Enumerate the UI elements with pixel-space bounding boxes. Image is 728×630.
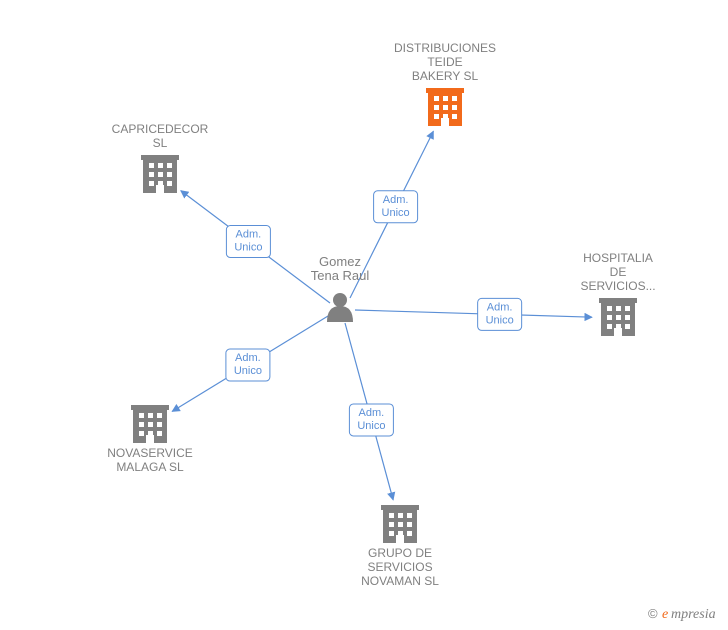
svg-text:Adm.: Adm. [236, 229, 262, 241]
svg-text:Adm.: Adm. [235, 352, 261, 364]
watermark: © empresia [648, 606, 716, 622]
edge-label-hospitalia: Adm.Unico [478, 298, 522, 330]
svg-text:Unico: Unico [382, 207, 410, 219]
svg-text:mpresia: mpresia [671, 607, 716, 622]
node-capricedecor[interactable]: CAPRICEDECORSL [112, 122, 209, 193]
node-label-line: TEIDE [427, 55, 462, 69]
svg-text:Unico: Unico [357, 420, 385, 432]
node-label-line: SL [153, 136, 168, 150]
edge-label-novaservice: Adm.Unico [226, 349, 270, 381]
svg-text:Adm.: Adm. [359, 407, 385, 419]
edge-hospitalia [355, 310, 592, 317]
edge-label-distribuciones: Adm.Unico [374, 191, 418, 223]
node-grupo[interactable]: GRUPO DESERVICIOSNOVAMAN SL [361, 505, 439, 588]
node-label-line: NOVAMAN SL [361, 574, 439, 588]
svg-text:©: © [648, 606, 658, 621]
building-icon [381, 505, 419, 543]
building-icon [131, 405, 169, 443]
building-icon [599, 298, 637, 336]
node-label-line: BAKERY SL [412, 69, 479, 83]
node-label-line: GRUPO DE [368, 546, 432, 560]
center-label-line: Tena Raul [311, 268, 370, 283]
node-label-line: SERVICIOS... [580, 279, 655, 293]
svg-text:e: e [662, 607, 668, 622]
building-icon [141, 155, 179, 193]
svg-text:Unico: Unico [234, 365, 262, 377]
node-label-line: MALAGA SL [116, 460, 184, 474]
node-label-line: DE [610, 265, 627, 279]
node-label-line: NOVASERVICE [107, 446, 193, 460]
svg-text:Unico: Unico [486, 314, 514, 326]
center-person: GomezTena Raul [311, 254, 370, 322]
node-distribuciones[interactable]: DISTRIBUCIONESTEIDEBAKERY SL [394, 41, 496, 126]
center-label-line: Gomez [319, 254, 361, 269]
node-novaservice[interactable]: NOVASERVICEMALAGA SL [107, 405, 193, 474]
svg-text:Adm.: Adm. [487, 301, 513, 313]
edges-layer: Adm.UnicoAdm.UnicoAdm.UnicoAdm.UnicoAdm.… [172, 131, 592, 500]
node-label-line: DISTRIBUCIONES [394, 41, 496, 55]
edge-label-capricedecor: Adm.Unico [226, 226, 270, 258]
node-hospitalia[interactable]: HOSPITALIADESERVICIOS... [580, 251, 655, 336]
node-label-line: SERVICIOS [367, 560, 432, 574]
network-diagram: Adm.UnicoAdm.UnicoAdm.UnicoAdm.UnicoAdm.… [0, 0, 728, 630]
svg-text:Unico: Unico [234, 242, 262, 254]
node-label-line: HOSPITALIA [583, 251, 653, 265]
svg-text:Adm.: Adm. [383, 194, 409, 206]
node-label-line: CAPRICEDECOR [112, 122, 209, 136]
edge-label-grupo: Adm.Unico [349, 404, 393, 436]
building-icon [426, 88, 464, 126]
